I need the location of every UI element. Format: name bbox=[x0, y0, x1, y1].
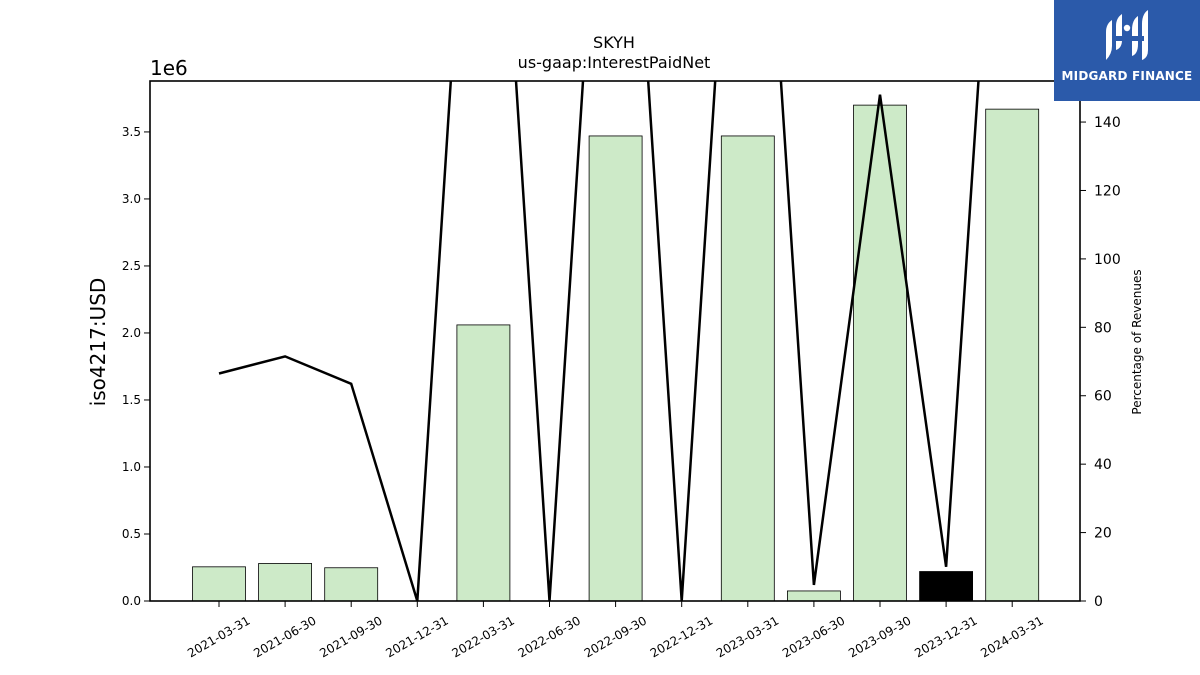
y-axis-ticks: 0.0 0.5 1.0 1.5 2.0 2.5 3.0 3.5 bbox=[122, 125, 150, 608]
y-tick-label: 2.5 bbox=[122, 259, 141, 273]
x-tick-label: 2023-06-30 bbox=[780, 613, 847, 660]
x-tick-label: 2023-09-30 bbox=[846, 613, 913, 660]
y2-tick-label: 140 bbox=[1094, 115, 1121, 131]
bar-2023-06-30 bbox=[787, 590, 841, 602]
brand-logo: MIDGARD FINANCE bbox=[1054, 0, 1200, 101]
bar-2021-03-31 bbox=[192, 566, 246, 602]
y2-tick-label: 120 bbox=[1094, 183, 1121, 199]
x-tick-label: 2023-12-31 bbox=[912, 613, 979, 660]
bar-2022-03-31 bbox=[456, 324, 511, 602]
bar-2021-06-30 bbox=[258, 563, 313, 602]
bar-series bbox=[192, 104, 1040, 602]
x-tick-label: 2022-09-30 bbox=[582, 613, 649, 660]
bar-2023-12-31 bbox=[919, 571, 973, 602]
x-tick-label: 2023-03-31 bbox=[714, 613, 781, 660]
percentage-line bbox=[218, 81, 980, 601]
y-tick-label: 2.0 bbox=[122, 326, 141, 340]
x-tick-label: 2024-03-31 bbox=[978, 613, 1045, 660]
x-axis-ticks: 2021-03-312021-06-302021-09-302021-12-31… bbox=[185, 601, 1046, 660]
y2-tick-label: 60 bbox=[1094, 389, 1112, 405]
logo-mark-icon bbox=[1106, 10, 1148, 60]
x-tick-label: 2021-06-30 bbox=[251, 613, 318, 660]
y2-axis-ticks: 0 20 40 60 80 100 120 140 bbox=[1080, 115, 1121, 610]
y2-tick-label: 20 bbox=[1094, 526, 1112, 542]
bar-2022-09-30 bbox=[588, 135, 643, 602]
logo-text: MIDGARD FINANCE bbox=[1061, 69, 1193, 83]
y-tick-label: 1.0 bbox=[122, 460, 141, 474]
chart-subtitle: us-gaap:InterestPaidNet bbox=[518, 53, 711, 72]
y-axis-label: iso4217:USD bbox=[86, 278, 110, 407]
x-tick-label: 2022-03-31 bbox=[449, 613, 516, 660]
x-tick-label: 2022-12-31 bbox=[648, 613, 715, 660]
y-tick-label: 1.5 bbox=[122, 393, 141, 407]
x-tick-label: 2021-03-31 bbox=[185, 613, 252, 660]
y2-tick-label: 80 bbox=[1094, 320, 1112, 336]
y-tick-label: 0.5 bbox=[122, 527, 141, 541]
x-tick-label: 2021-12-31 bbox=[383, 613, 450, 660]
y-tick-label: 0.0 bbox=[122, 594, 141, 608]
chart-title: SKYH bbox=[593, 33, 635, 52]
y-tick-label: 3.0 bbox=[122, 192, 141, 206]
y-axis-exponent-label: 1e6 bbox=[150, 56, 188, 80]
bar-2021-09-30 bbox=[324, 567, 379, 602]
y2-axis-label: Percentage of Revenues bbox=[1130, 269, 1144, 414]
x-tick-label: 2021-09-30 bbox=[317, 613, 384, 660]
y2-tick-label: 0 bbox=[1094, 594, 1103, 610]
bar-2023-09-30 bbox=[853, 104, 907, 602]
y2-tick-label: 40 bbox=[1094, 457, 1112, 473]
x-tick-label: 2022-06-30 bbox=[516, 613, 583, 660]
y2-tick-label: 100 bbox=[1094, 252, 1121, 268]
plot-frame bbox=[149, 80, 1081, 602]
bar-2024-03-31 bbox=[985, 108, 1040, 602]
y-tick-label: 3.5 bbox=[122, 125, 141, 139]
bar-2023-03-31 bbox=[720, 135, 775, 602]
